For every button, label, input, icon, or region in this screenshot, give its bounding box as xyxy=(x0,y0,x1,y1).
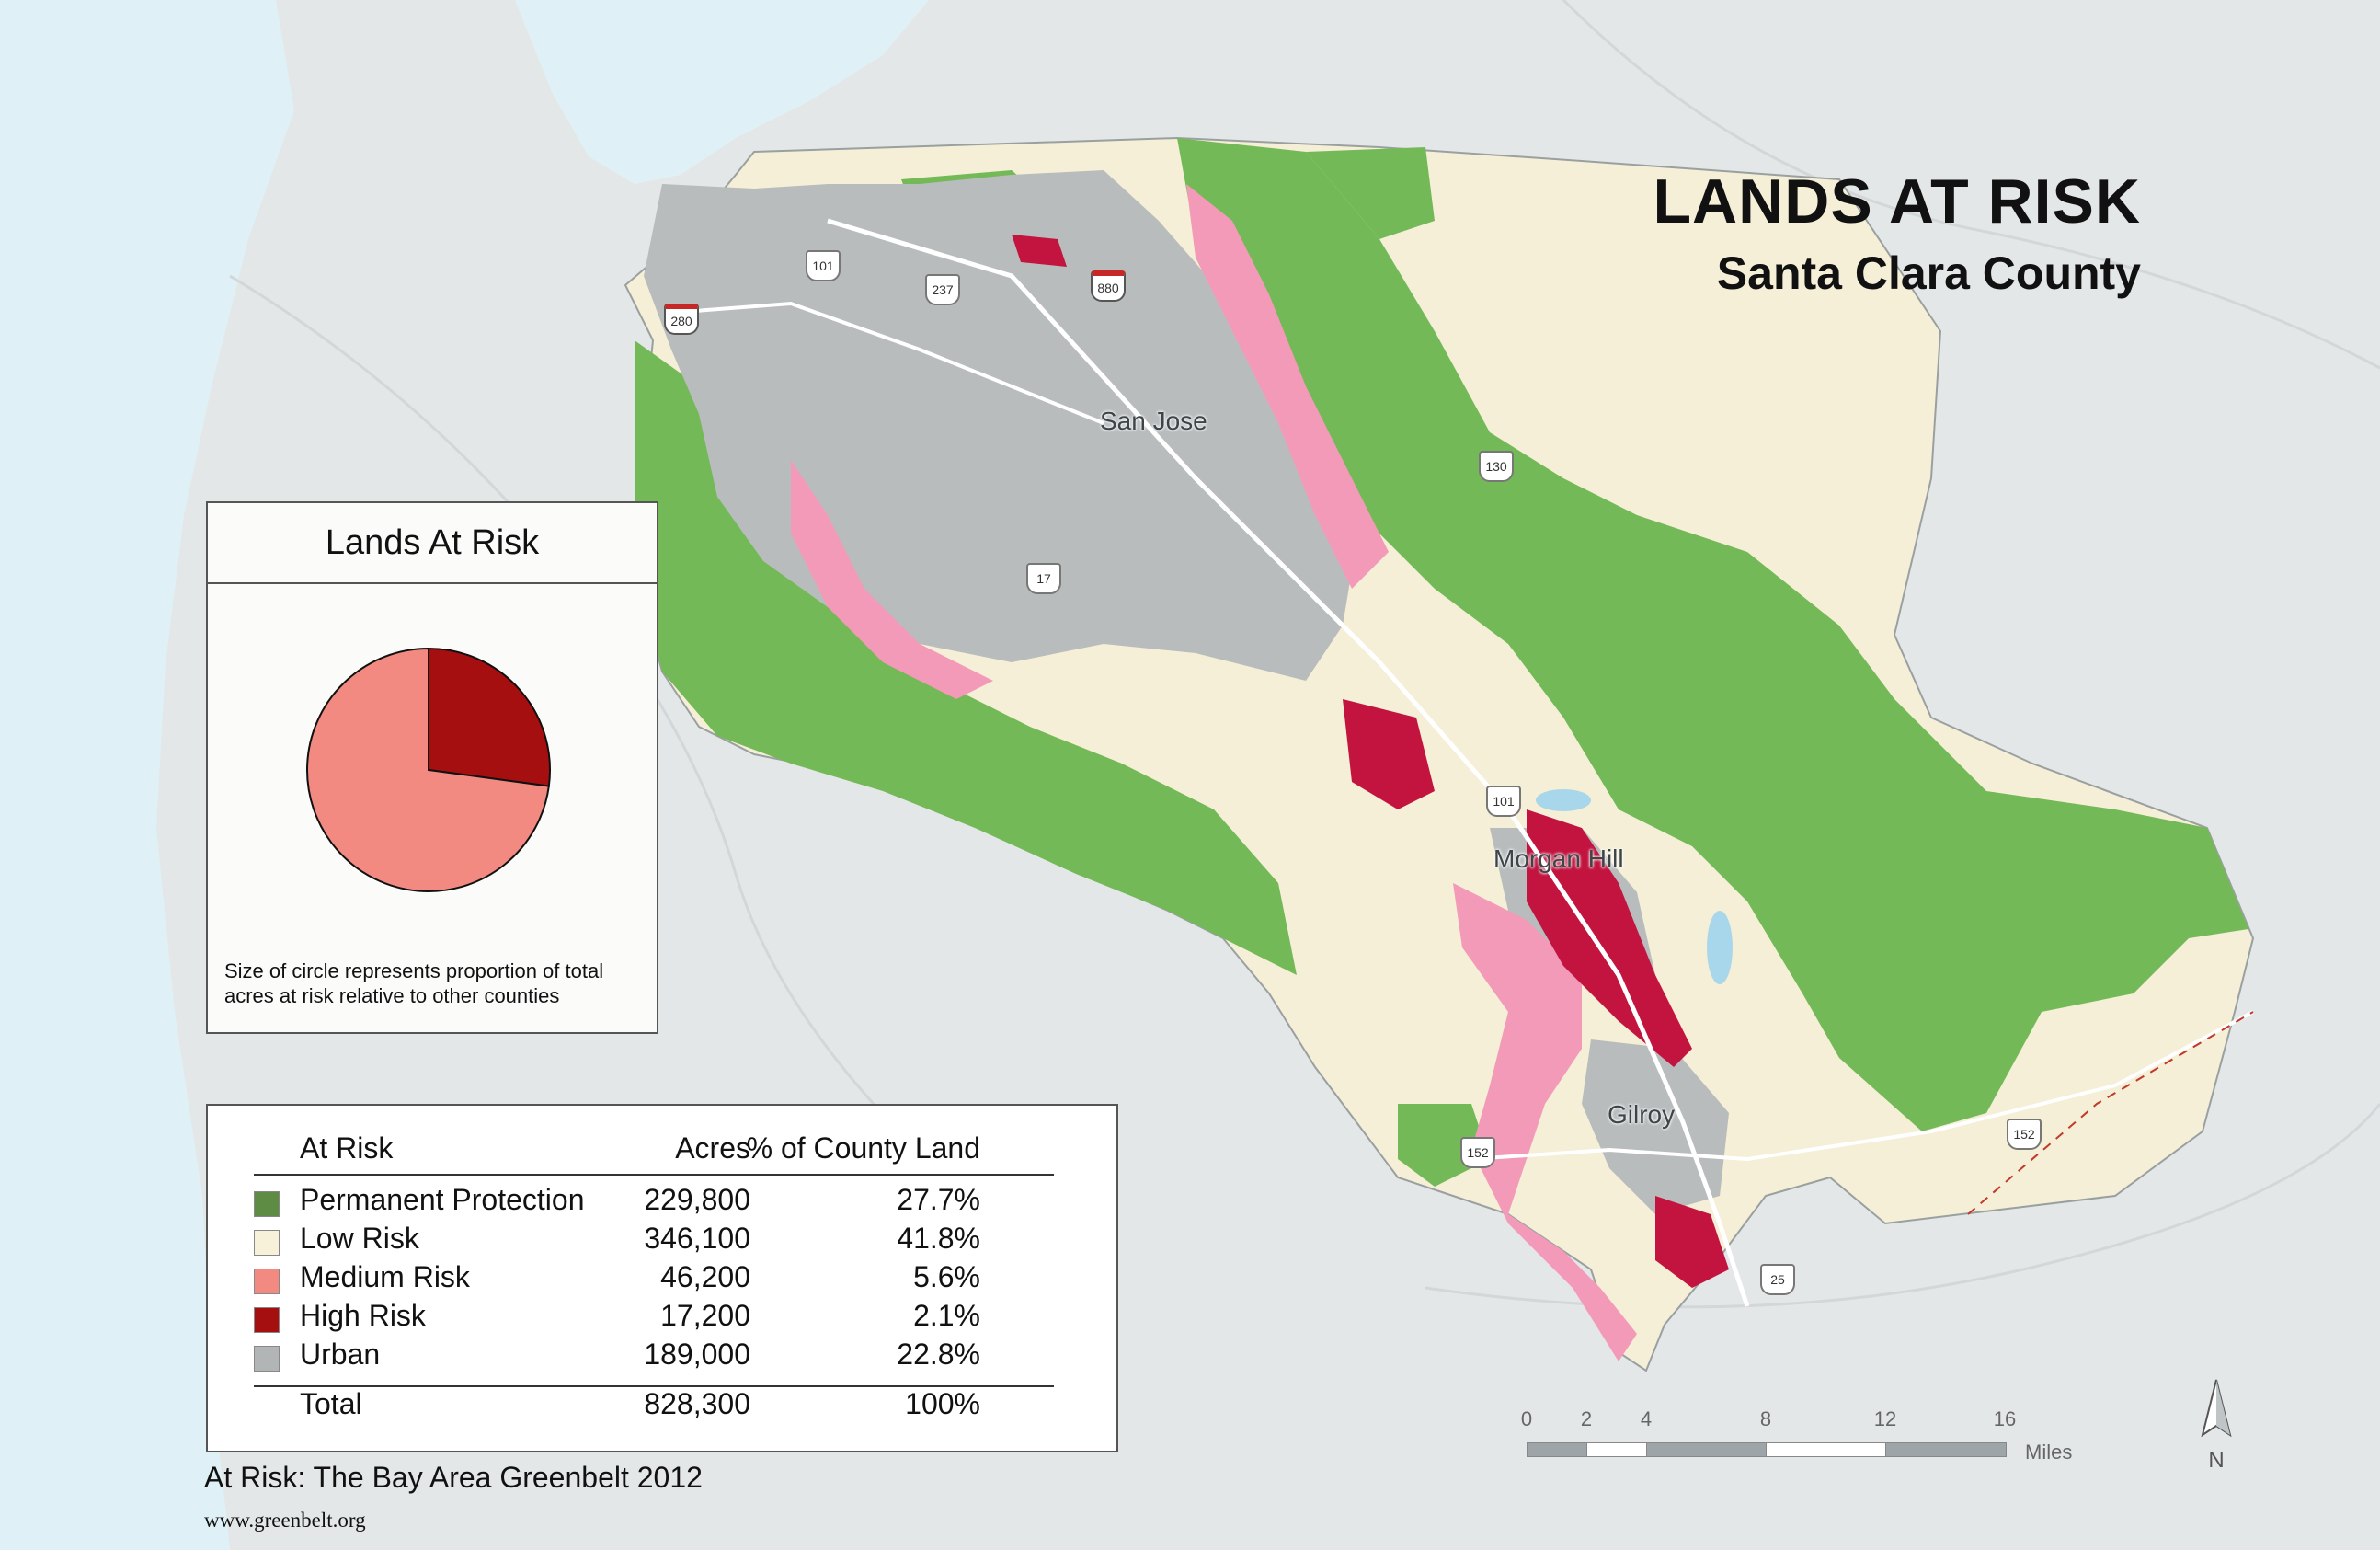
legend-row-acres: 17,200 xyxy=(660,1299,750,1332)
legend-row-acres: 189,000 xyxy=(644,1338,750,1371)
legend-header-percent: % of County Land xyxy=(746,1131,980,1165)
source-url[interactable]: www.greenbelt.org xyxy=(204,1509,366,1532)
legend-row-label: High Risk xyxy=(300,1299,426,1332)
city-label-morgan-hill: Morgan Hill xyxy=(1493,844,1624,873)
city-label-gilroy: Gilroy xyxy=(1608,1100,1676,1129)
legend-swatch xyxy=(254,1191,280,1217)
legend-row-percent: 22.8% xyxy=(897,1338,980,1371)
highway-shield-130: 130 xyxy=(1479,451,1514,482)
legend-swatch xyxy=(254,1346,280,1372)
source-credit: At Risk: The Bay Area Greenbelt 2012 xyxy=(204,1461,703,1494)
legend-row-percent: 27.7% xyxy=(897,1183,980,1216)
medium-risk-west-foothills xyxy=(791,460,993,699)
protected-west-hills xyxy=(635,340,1297,975)
scale-segment xyxy=(1646,1442,1768,1457)
legend-total-row: Total 828,300 100% xyxy=(254,1385,1054,1437)
legend-header-acres: Acres xyxy=(675,1131,750,1165)
scale-unit-label: Miles xyxy=(2025,1441,2073,1464)
reservoir xyxy=(1707,911,1733,984)
high-risk-north xyxy=(1012,235,1067,267)
reservoir xyxy=(1536,789,1591,811)
terrain-ridge xyxy=(1562,0,2380,370)
city-label-san-jose: San Jose xyxy=(1100,407,1207,435)
legend-table: At Risk Acres % of County Land Permanent… xyxy=(254,1131,1054,1437)
highway-shield-101: 101 xyxy=(806,250,841,281)
legend-row-medium-risk: Medium Risk 46,200 5.6% xyxy=(254,1260,1054,1299)
scale-segment xyxy=(1527,1442,1588,1457)
highway-shield-101-south: 101 xyxy=(1486,786,1521,817)
highway-280 xyxy=(670,301,1104,425)
scale-segment xyxy=(1586,1442,1648,1457)
scale-tick-label: 12 xyxy=(1873,1407,1897,1430)
pie-panel: Lands At Risk Size of circle represents … xyxy=(206,501,658,1034)
legend-row-urban: Urban 189,000 22.8% xyxy=(254,1338,1054,1376)
legend-row-acres: 229,800 xyxy=(644,1183,750,1216)
scale-tick-label: 2 xyxy=(1580,1407,1593,1430)
highway-shield-152-east: 152 xyxy=(2007,1119,2042,1150)
legend-row-percent: 41.8% xyxy=(897,1222,980,1255)
highway-shield-880: 880 xyxy=(1091,270,1126,302)
protected-east-hills xyxy=(1177,138,2248,1131)
protected-north-east xyxy=(1306,147,1435,239)
north-label: N xyxy=(2208,1448,2224,1473)
scale-tick-label: 4 xyxy=(1640,1407,1653,1430)
legend-row-percent: 2.1% xyxy=(913,1299,980,1332)
scale-segment xyxy=(1885,1442,2007,1457)
scale-segment xyxy=(1766,1442,1887,1457)
highway-shield-25: 25 xyxy=(1760,1264,1795,1295)
pie-panel-note: Size of circle represents proportion of … xyxy=(224,959,604,1007)
legend-swatch xyxy=(254,1230,280,1256)
legend-total-label: Total xyxy=(300,1387,362,1420)
highway-shield-237: 237 xyxy=(925,274,960,305)
scale-bar: 0 2 4 8 12 16 Miles xyxy=(1521,1407,2078,1481)
terrain-ridge xyxy=(229,274,967,1198)
highway-shield-152-west: 152 xyxy=(1460,1137,1495,1168)
legend-row-low-risk: Low Risk 346,100 41.8% xyxy=(254,1222,1054,1260)
scale-tick-label: 0 xyxy=(1520,1407,1533,1430)
legend-total-percent: 100% xyxy=(905,1387,980,1420)
urban-gilroy xyxy=(1582,1039,1729,1214)
legend-row-label: Urban xyxy=(300,1338,381,1371)
railroad xyxy=(1967,1011,2254,1215)
legend-row-percent: 5.6% xyxy=(913,1260,980,1293)
legend-row-permanent-protection: Permanent Protection 229,800 27.7% xyxy=(254,1183,1054,1222)
legend-row-label: Permanent Protection xyxy=(300,1183,585,1216)
legend-swatch xyxy=(254,1307,280,1333)
high-risk-coyote-valley xyxy=(1343,699,1435,809)
legend-header-row: At Risk Acres % of County Land xyxy=(254,1131,1054,1176)
medium-risk-east-foothills xyxy=(1186,184,1389,589)
legend-header-category: At Risk xyxy=(300,1131,394,1165)
highway-shield-17: 17 xyxy=(1026,563,1061,594)
legend-swatch xyxy=(254,1269,280,1294)
legend-row-acres: 346,100 xyxy=(644,1222,750,1255)
map-subtitle: Santa Clara County xyxy=(1716,247,2141,299)
pie-slice-high-risk xyxy=(428,647,551,787)
scale-tick-label: 8 xyxy=(1759,1407,1772,1430)
highway-shield-280: 280 xyxy=(664,304,699,335)
legend-row-label: Medium Risk xyxy=(300,1260,470,1293)
legend-row-high-risk: High Risk 17,200 2.1% xyxy=(254,1299,1054,1338)
legend-row-acres: 46,200 xyxy=(660,1260,750,1293)
map-title: LANDS AT RISK xyxy=(1653,166,2141,236)
high-risk-morgan-hill xyxy=(1527,809,1692,1067)
north-arrow-icon: N xyxy=(2201,1379,2232,1473)
pie-panel-title: Lands At Risk xyxy=(208,503,657,584)
scale-tick-label: 16 xyxy=(1993,1407,2017,1430)
pie-slice-medium-risk xyxy=(306,647,550,892)
pacific-ocean xyxy=(0,0,294,1550)
medium-risk-south-valley xyxy=(1453,883,1637,1361)
san-francisco-bay xyxy=(515,0,929,184)
pie-chart xyxy=(306,647,551,892)
legend-table-panel: At Risk Acres % of County Land Permanent… xyxy=(206,1104,1118,1452)
highway-152 xyxy=(1470,1010,2254,1162)
high-risk-gilroy xyxy=(1655,1196,1729,1288)
legend-row-label: Low Risk xyxy=(300,1222,419,1255)
legend-total-acres: 828,300 xyxy=(644,1387,750,1420)
